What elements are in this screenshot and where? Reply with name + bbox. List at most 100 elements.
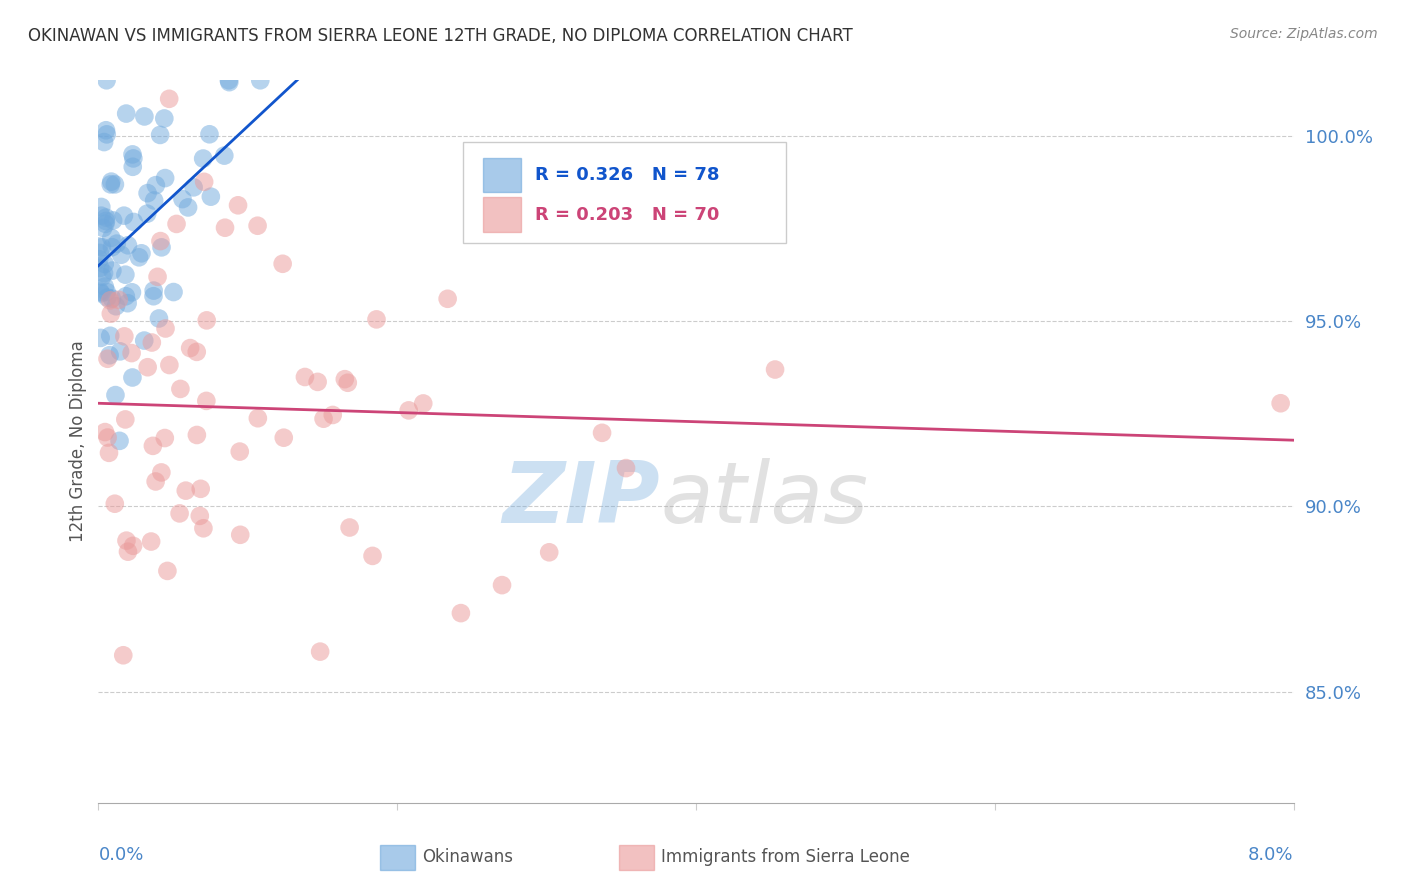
Point — [153, 112, 176, 126]
Point — [112, 209, 135, 223]
Point — [131, 246, 153, 260]
Point — [114, 268, 136, 282]
Point — [121, 370, 143, 384]
Point — [226, 198, 249, 212]
Point — [333, 372, 356, 386]
Point — [90, 286, 112, 301]
Point — [101, 240, 124, 254]
Point — [101, 213, 124, 227]
Point — [121, 147, 143, 161]
Point — [200, 189, 222, 203]
Point — [96, 128, 118, 142]
Point — [114, 412, 136, 426]
Point — [104, 178, 127, 192]
Point — [122, 152, 145, 166]
Point — [97, 431, 120, 445]
Point — [246, 411, 269, 425]
Point — [87, 239, 110, 253]
Point — [139, 534, 162, 549]
Point — [157, 92, 180, 106]
Point — [142, 289, 165, 303]
Point — [94, 211, 117, 225]
Point — [157, 358, 180, 372]
Point — [273, 431, 295, 445]
Point — [98, 293, 121, 308]
Point — [142, 439, 165, 453]
Point — [98, 328, 121, 343]
Point — [229, 528, 252, 542]
Point — [294, 370, 316, 384]
Point — [94, 279, 117, 293]
Point — [94, 257, 117, 271]
Point — [89, 246, 111, 260]
Point — [112, 329, 135, 343]
Point — [198, 128, 221, 142]
Point — [89, 260, 111, 275]
Point — [108, 434, 131, 448]
Point — [172, 192, 194, 206]
Point — [339, 520, 361, 534]
Point — [312, 411, 335, 425]
Point — [114, 289, 136, 303]
Point — [322, 408, 344, 422]
Point — [366, 312, 388, 326]
Point — [249, 73, 271, 87]
Point — [136, 360, 159, 375]
Point — [153, 431, 176, 445]
Point — [186, 428, 208, 442]
Point — [193, 175, 215, 189]
Point — [93, 135, 115, 149]
Point — [218, 75, 240, 89]
Point — [100, 178, 122, 192]
Point — [591, 425, 613, 440]
Point — [169, 382, 191, 396]
Point — [89, 285, 111, 299]
Point — [149, 128, 172, 142]
Point — [96, 351, 118, 366]
Point — [155, 321, 177, 335]
Point — [104, 299, 127, 313]
Point — [145, 475, 167, 489]
Point — [90, 240, 112, 254]
Point — [90, 209, 112, 223]
Point — [166, 217, 188, 231]
Text: Immigrants from Sierra Leone: Immigrants from Sierra Leone — [661, 848, 910, 866]
Point — [100, 231, 122, 245]
Point — [336, 376, 359, 390]
Point — [91, 221, 114, 235]
Point — [271, 257, 294, 271]
Point — [188, 508, 211, 523]
Text: R = 0.326   N = 78: R = 0.326 N = 78 — [534, 166, 718, 184]
Point — [162, 285, 184, 299]
Point — [150, 240, 173, 254]
Text: R = 0.203   N = 70: R = 0.203 N = 70 — [534, 206, 718, 224]
Point — [169, 507, 191, 521]
Point — [156, 564, 179, 578]
Point — [174, 483, 197, 498]
Point — [136, 207, 159, 221]
Point — [112, 648, 135, 663]
Point — [183, 180, 205, 194]
Point — [195, 313, 218, 327]
Y-axis label: 12th Grade, No Diploma: 12th Grade, No Diploma — [69, 341, 87, 542]
Point — [193, 521, 215, 535]
Point — [90, 200, 112, 214]
Text: atlas: atlas — [661, 458, 868, 541]
Point — [128, 250, 150, 264]
Point — [117, 296, 139, 310]
Point — [143, 194, 166, 208]
Point — [450, 606, 472, 620]
Point — [214, 220, 236, 235]
Point — [108, 344, 131, 359]
Point — [177, 201, 200, 215]
Point — [101, 292, 124, 306]
Point — [145, 178, 167, 193]
Point — [307, 375, 329, 389]
Point — [93, 266, 115, 280]
Point — [98, 348, 121, 362]
Point — [110, 248, 132, 262]
Point — [398, 403, 420, 417]
Point — [136, 186, 159, 201]
Point — [134, 110, 156, 124]
Point — [122, 215, 145, 229]
